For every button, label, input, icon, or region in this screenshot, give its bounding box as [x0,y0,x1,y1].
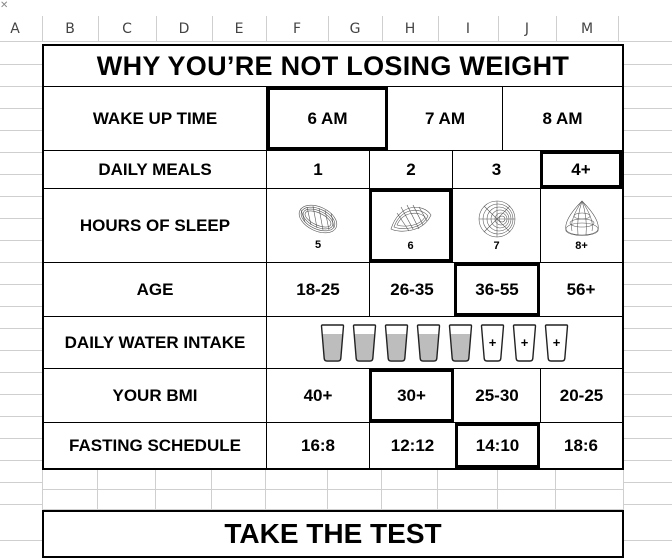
empty-grid-rows [42,470,624,510]
option-fasting-14-10[interactable]: 14:10 [455,423,540,468]
label-bmi: YOUR BMI [44,369,267,422]
option-meals-1[interactable]: 1 [313,159,323,179]
column-header-e[interactable]: E [234,21,244,37]
row-hours-of-sleep: HOURS OF SLEEP 5 [44,188,622,262]
option-fasting-18-6[interactable]: 18:6 [563,435,599,455]
option-wake-8am[interactable]: 8 AM [502,87,622,150]
sleep-value-5: 5 [314,239,322,251]
sheet-corner-icon: ✕ [0,0,9,11]
row-bmi: YOUR BMI 40+ 30+ 25-30 20-25 [44,368,622,422]
column-header-c[interactable]: C [122,21,132,37]
option-meals-4plus[interactable]: 4+ [540,151,622,188]
filled-glass-icon [448,323,473,362]
filled-glass-icon [384,323,409,362]
water-glass-empty[interactable]: + [511,323,538,362]
label-daily-meals: DAILY MEALS [44,151,267,188]
page-title: WHY YOU’RE NOT LOSING WEIGHT [96,50,570,81]
quiz-table: WHY YOU’RE NOT LOSING WEIGHT WAKE UP TIM… [42,44,624,470]
option-wake-7am[interactable]: 7 AM [425,108,465,128]
water-glass-filled[interactable] [383,323,410,362]
water-glass-filled[interactable] [415,323,442,362]
water-glasses: + + + [267,317,622,368]
water-glass-filled[interactable] [319,323,346,362]
column-header-m[interactable]: M [580,21,594,37]
row-wake-up: WAKE UP TIME 6 AM 7 AM 8 AM [44,86,622,150]
option-sleep-5[interactable]: 5 [267,189,369,262]
teardrop-mesh-icon [564,200,599,236]
spiral-band-icon [298,204,338,234]
option-wake-6am[interactable]: 6 AM [267,87,388,150]
option-age-18-25[interactable]: 18-25 [296,279,340,299]
option-sleep-8plus[interactable]: 8+ [540,189,622,262]
label-age: AGE [44,263,267,316]
sleep-value-8plus: 8+ [575,240,588,252]
filled-glass-icon [320,323,345,362]
option-age-26-35[interactable]: 26-35 [369,263,454,316]
label-water-intake: DAILY WATER INTAKE [44,317,267,368]
label-wake-up: WAKE UP TIME [44,87,267,150]
mobius-ribbon-icon [390,204,431,232]
spiral-shell-icon [478,200,515,238]
column-header-g[interactable]: G [349,21,361,37]
label-fasting-schedule: FASTING SCHEDULE [44,423,267,468]
option-fasting-16-8[interactable]: 16:8 [300,435,336,455]
empty-glass-icon [480,323,505,362]
column-header-j[interactable]: J [524,21,530,37]
filled-glass-icon [352,323,377,362]
water-glass-empty[interactable]: + [543,323,570,362]
add-glass-plus: + [552,335,561,350]
column-header-a[interactable]: A [10,21,20,37]
option-bmi-25-30[interactable]: 25-30 [475,385,519,405]
add-glass-plus: + [488,335,497,350]
empty-glass-icon [544,323,569,362]
option-sleep-7[interactable]: 7 [452,189,540,262]
water-glass-filled[interactable] [447,323,474,362]
column-header-d[interactable]: D [178,21,190,37]
add-glass-plus: + [520,335,529,350]
option-age-56plus[interactable]: 56+ [566,279,596,299]
take-the-test-button[interactable]: TAKE THE TEST [42,510,624,558]
column-header-i[interactable]: I [465,21,471,37]
row-daily-meals: DAILY MEALS 1 2 3 4+ [44,150,622,188]
water-glass-empty[interactable]: + [479,323,506,362]
option-sleep-6[interactable]: 6 [369,189,452,262]
option-bmi-30plus[interactable]: 30+ [369,369,454,422]
option-bmi-20-25[interactable]: 20-25 [540,369,622,422]
sleep-value-6: 6 [407,240,414,252]
row-water-intake: DAILY WATER INTAKE + + + [44,316,622,368]
label-hours-of-sleep: HOURS OF SLEEP [44,189,267,262]
option-meals-3[interactable]: 3 [452,151,540,188]
column-header-f[interactable]: F [292,21,302,37]
row-fasting-schedule: FASTING SCHEDULE 16:8 12:12 14:10 18:6 [44,422,622,468]
option-meals-2[interactable]: 2 [369,151,452,188]
row-age: AGE 18-25 26-35 36-55 56+ [44,262,622,316]
option-bmi-40plus[interactable]: 40+ [303,385,333,405]
empty-glass-icon [512,323,537,362]
option-fasting-12-12[interactable]: 12:12 [369,423,455,468]
option-age-36-55[interactable]: 36-55 [454,263,540,316]
column-header-h[interactable]: H [404,21,416,37]
filled-glass-icon [416,323,441,362]
sleep-value-7: 7 [493,240,500,252]
column-header-b[interactable]: B [65,21,75,37]
water-glass-filled[interactable] [351,323,378,362]
